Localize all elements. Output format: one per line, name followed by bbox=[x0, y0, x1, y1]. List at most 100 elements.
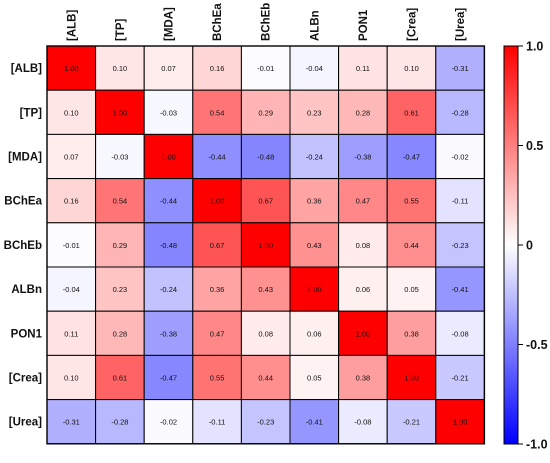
heatmap-cell bbox=[192, 133, 242, 180]
cell-value-label: 0.16 bbox=[210, 64, 225, 73]
cell-value-label: -0.41 bbox=[306, 418, 323, 427]
cell-value-label: -0.38 bbox=[354, 153, 371, 162]
heatmap-cell bbox=[435, 399, 485, 445]
cell-value-label: 0.55 bbox=[404, 197, 419, 206]
y-axis-tick-labels: [ALB] [TP] [MDA] BChEa BChEb ALBn PON1 [Crea] [U… bbox=[4, 63, 43, 429]
cell-value-label: -0.48 bbox=[160, 241, 177, 250]
cell-value-label: 1.00 bbox=[307, 285, 322, 294]
colorbar-tick-label: 0 bbox=[526, 239, 533, 253]
heatmap-cell bbox=[95, 266, 145, 312]
heatmap-cell bbox=[289, 45, 340, 91]
heatmap-cell bbox=[240, 133, 291, 180]
cell-value-label: -0.38 bbox=[160, 329, 177, 338]
cell-value-label: 0.54 bbox=[113, 197, 128, 206]
heatmap-cell bbox=[95, 178, 145, 224]
cell-value-label: 0.07 bbox=[161, 64, 176, 73]
colorbar-tick-label: 0.5 bbox=[526, 139, 543, 153]
cell-value-label: 0.47 bbox=[210, 329, 225, 338]
cell-value-label: -0.21 bbox=[403, 418, 420, 427]
heatmap-cell bbox=[192, 266, 242, 312]
cell-value-label: 0.36 bbox=[307, 197, 322, 206]
y-tick-label: [Urea] bbox=[9, 417, 42, 429]
colorbar: 1.0 0.5 0 -0.5 -1.0 bbox=[503, 40, 548, 452]
heatmap-cell bbox=[240, 399, 291, 445]
y-tick-label: ALBn bbox=[11, 284, 42, 296]
heatmap-cell bbox=[435, 178, 485, 224]
cell-value-label: 0.08 bbox=[356, 241, 371, 250]
heatmap-cell bbox=[386, 266, 437, 312]
cell-value-label: -0.23 bbox=[452, 241, 469, 250]
heatmap-cell bbox=[435, 222, 485, 268]
x-axis-tick-labels: [ALB] [TP] [MDA] BChEa BChEb ALBn PON1 [Crea] [U… bbox=[66, 3, 467, 41]
cell-value-label: 1.00 bbox=[210, 197, 225, 206]
cell-value-label: -0.48 bbox=[257, 153, 274, 162]
cell-value-label: -0.28 bbox=[452, 108, 469, 117]
heatmap-cell bbox=[46, 266, 97, 312]
heatmap-cell bbox=[289, 222, 340, 268]
cell-value-label: -0.03 bbox=[111, 153, 128, 162]
cell-value-label: 1.00 bbox=[404, 374, 419, 383]
heatmap-cell bbox=[95, 310, 145, 356]
cell-value-label: -0.01 bbox=[63, 241, 80, 250]
cell-value-label: -0.47 bbox=[160, 374, 177, 383]
cell-value-label: 0.06 bbox=[356, 285, 371, 294]
cell-value-label: 0.07 bbox=[64, 153, 79, 162]
cell-value-label: -0.08 bbox=[452, 329, 469, 338]
cell-value-label: 0.36 bbox=[210, 285, 225, 294]
heatmap-cell bbox=[435, 133, 485, 180]
heatmap-cell bbox=[143, 222, 194, 268]
cell-value-label: 0.43 bbox=[258, 285, 273, 294]
cell-value-label: 0.38 bbox=[356, 374, 371, 383]
heatmap-cell bbox=[289, 266, 340, 312]
heatmap-cell bbox=[386, 45, 437, 91]
cell-value-label: 0.28 bbox=[113, 329, 128, 338]
cell-value-label: -0.11 bbox=[452, 197, 469, 206]
x-tick-label: BChEa bbox=[212, 3, 224, 41]
heatmap-cell bbox=[143, 399, 194, 445]
heatmap-cell bbox=[289, 354, 340, 401]
colorbar-gradient bbox=[503, 45, 519, 445]
heatmap-cell bbox=[46, 222, 97, 268]
heatmap-cell bbox=[143, 354, 194, 401]
heatmap-cell bbox=[386, 89, 437, 135]
colorbar-tick-label: -1.0 bbox=[526, 438, 548, 452]
cell-value-label: -0.08 bbox=[354, 418, 371, 427]
cell-value-label: -0.44 bbox=[160, 197, 177, 206]
cell-value-label: 1.00 bbox=[161, 153, 176, 162]
cell-value-label: 0.10 bbox=[64, 374, 79, 383]
cell-value-label: 0.44 bbox=[258, 374, 273, 383]
y-tick-label: [ALB] bbox=[11, 63, 42, 75]
cell-value-label: 0.05 bbox=[307, 374, 322, 383]
cell-value-label: -0.21 bbox=[452, 374, 469, 383]
cell-value-label: 1.00 bbox=[113, 108, 128, 117]
x-tick-label: BChEb bbox=[261, 3, 273, 41]
heatmap-cell bbox=[192, 354, 242, 401]
cell-value-label: -0.24 bbox=[306, 153, 323, 162]
x-tick-label: [TP] bbox=[115, 18, 127, 41]
heatmap-cell bbox=[46, 178, 97, 224]
heatmap-cell bbox=[95, 133, 145, 180]
cell-value-label: 0.23 bbox=[113, 285, 128, 294]
heatmap-cell bbox=[46, 133, 97, 180]
x-tick-label: [Crea] bbox=[407, 8, 419, 41]
cell-value-label: 0.05 bbox=[404, 285, 419, 294]
heatmap-cell bbox=[435, 266, 485, 312]
heatmap-cell bbox=[289, 399, 340, 445]
colorbar-tick-label: -0.5 bbox=[526, 338, 548, 352]
cell-value-label: 0.55 bbox=[210, 374, 225, 383]
cell-value-label: 0.23 bbox=[307, 108, 322, 117]
cell-value-label: -0.02 bbox=[160, 418, 177, 427]
y-tick-label: [Crea] bbox=[9, 373, 42, 385]
x-tick-label: PON1 bbox=[358, 9, 370, 41]
cell-value-label: -0.47 bbox=[403, 153, 420, 162]
y-tick-label: [MDA] bbox=[8, 152, 42, 164]
cell-value-label: 0.67 bbox=[258, 197, 273, 206]
y-tick-label: [TP] bbox=[20, 107, 43, 119]
x-tick-label: [Urea] bbox=[455, 8, 467, 41]
heatmap-cell bbox=[435, 354, 485, 401]
cell-value-label: 0.10 bbox=[404, 64, 419, 73]
heatmap-cell bbox=[338, 222, 388, 268]
heatmap-cell bbox=[240, 89, 291, 135]
cell-value-label: -0.04 bbox=[306, 64, 323, 73]
